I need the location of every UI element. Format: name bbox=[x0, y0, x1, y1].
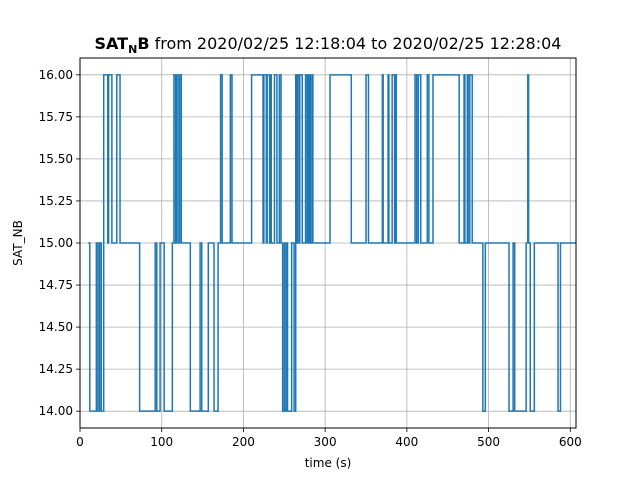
chart-title: SATNB from 2020/02/25 12:18:04 to 2020/0… bbox=[95, 34, 562, 56]
y-tick-label: 15.25 bbox=[39, 194, 73, 208]
x-tick-label: 400 bbox=[395, 435, 418, 449]
y-tick-label: 15.00 bbox=[39, 236, 73, 250]
x-tick-label: 500 bbox=[477, 435, 500, 449]
x-axis-label: time (s) bbox=[305, 456, 352, 470]
x-tick-label: 200 bbox=[232, 435, 255, 449]
y-tick-label: 14.00 bbox=[39, 404, 73, 418]
x-tick-label: 100 bbox=[150, 435, 173, 449]
x-tick-label: 0 bbox=[76, 435, 84, 449]
x-tick-label: 300 bbox=[314, 435, 337, 449]
y-tick-label: 15.75 bbox=[39, 110, 73, 124]
x-tick-label: 600 bbox=[559, 435, 582, 449]
y-tick-label: 14.25 bbox=[39, 362, 73, 376]
y-tick-label: 15.50 bbox=[39, 152, 73, 166]
title-rest: from 2020/02/25 12:18:04 to 2020/02/25 1… bbox=[150, 34, 562, 53]
plot-area bbox=[88, 74, 576, 412]
x-axis: 0 100 200 300 400 500 600 bbox=[76, 428, 582, 449]
y-axis: 14.00 14.25 14.50 14.75 15.00 15.25 15.50 15.75… bbox=[39, 68, 80, 418]
series-line bbox=[88, 74, 576, 412]
y-tick-label: 14.75 bbox=[39, 278, 73, 292]
y-tick-label: 14.50 bbox=[39, 320, 73, 334]
title-bold: SAT bbox=[95, 34, 129, 53]
title-bold-tail: B bbox=[137, 34, 149, 53]
grid bbox=[79, 58, 576, 428]
y-tick-label: 16.00 bbox=[39, 68, 73, 82]
title-subscript: N bbox=[128, 43, 137, 56]
y-axis-label: SAT_NB bbox=[11, 220, 25, 266]
